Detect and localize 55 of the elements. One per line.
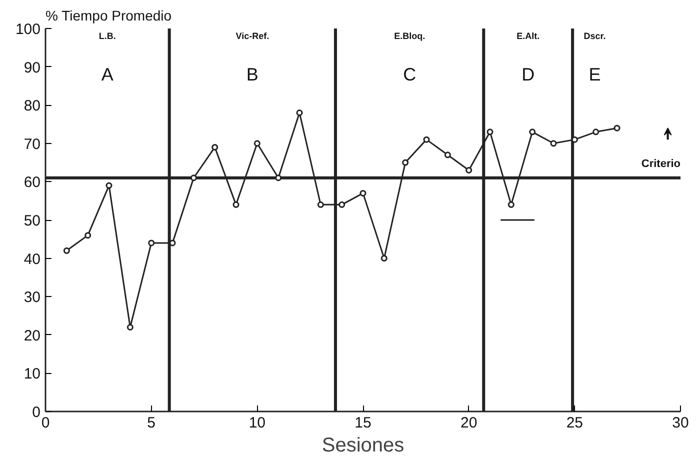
- point: [212, 144, 218, 150]
- x-axis-title: Sesiones: [322, 434, 404, 456]
- point: [106, 182, 112, 189]
- x-tick-label: 30: [672, 414, 689, 432]
- ref-line-label: Criterio: [641, 158, 681, 170]
- y-tick-label: 70: [24, 136, 41, 153]
- point: [380, 255, 388, 262]
- point: [466, 166, 472, 174]
- x-tick-label: 15: [354, 414, 372, 432]
- point: [275, 174, 282, 182]
- x-tick-label: 5: [147, 414, 156, 432]
- point: [529, 128, 536, 136]
- point: [63, 247, 70, 254]
- annotation: Vic-Ref.: [236, 31, 270, 42]
- point: [444, 152, 451, 158]
- x-tick-label: 25: [566, 414, 584, 432]
- point: [126, 324, 134, 330]
- annotation: D: [522, 64, 535, 84]
- point: [254, 140, 260, 147]
- point: [550, 140, 557, 147]
- point: [317, 201, 324, 208]
- y-tick-label: 20: [24, 327, 41, 344]
- point: [508, 201, 514, 208]
- point: [486, 128, 494, 136]
- y-tick-label: 0: [32, 404, 40, 421]
- annotation: E.Bloq.: [394, 31, 426, 42]
- annotation: C: [403, 64, 416, 84]
- point: [84, 232, 92, 239]
- annotation: A: [101, 64, 114, 84]
- annotation: B: [246, 64, 258, 84]
- x-tick-label: 10: [248, 414, 266, 432]
- y-tick-label: 40: [24, 250, 41, 268]
- y-tick-label: 30: [24, 289, 41, 306]
- y-tick-label: 60: [24, 174, 41, 192]
- point: [614, 124, 620, 132]
- annotation: E.Alt.: [516, 31, 540, 42]
- y-tick-label: 90: [24, 59, 41, 76]
- point: [423, 136, 430, 143]
- y-tick-label: 50: [24, 212, 41, 230]
- point: [190, 174, 197, 182]
- y-tick-label: 100: [15, 21, 41, 38]
- point: [360, 190, 366, 196]
- point: [232, 201, 240, 208]
- point: [402, 159, 409, 166]
- annotation: E: [588, 64, 601, 84]
- y-tick-label: 80: [24, 98, 41, 115]
- point: [592, 128, 600, 136]
- point: [148, 240, 155, 246]
- annotation: L.B.: [98, 31, 116, 42]
- y-axis-title: % Tiempo Promedio: [46, 8, 172, 24]
- point: [296, 110, 303, 116]
- x-tick-label: 20: [460, 414, 478, 432]
- point: [338, 201, 346, 208]
- y-tick-label: 10: [24, 366, 41, 383]
- annotation: Dscr.: [584, 31, 606, 42]
